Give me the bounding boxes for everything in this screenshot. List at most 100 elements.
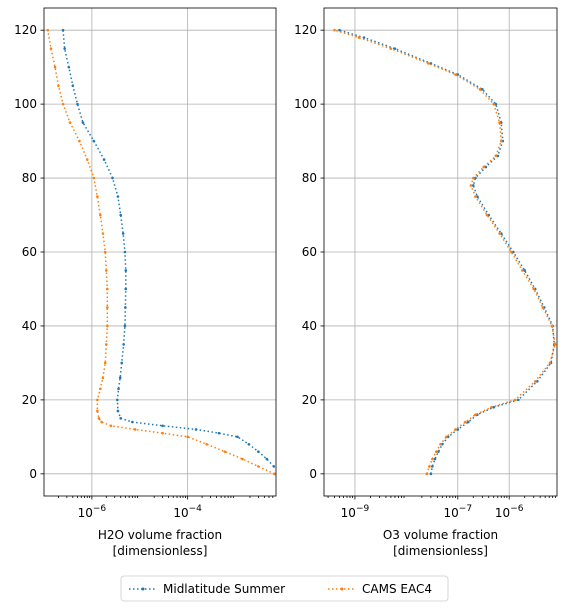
- h2o-series-midlatitude-summer-point-29: [71, 84, 75, 87]
- o3-series-cams-eac4-point-31: [427, 62, 430, 65]
- h2o-series-cams-eac4-point-6: [161, 431, 164, 435]
- h2o-ytick-label-60: 60: [22, 245, 37, 259]
- o3-series-cams-eac4-point-12: [548, 361, 552, 365]
- h2o-series-cams-eac4-point-17: [106, 324, 109, 328]
- legend-marker-midlatitude-summer: [141, 587, 145, 591]
- o3-series-midlatitude-summer-point-11: [535, 380, 539, 383]
- o3-ytick-label-20: 20: [302, 393, 317, 407]
- o3-series-cams-eac4-point-1: [428, 465, 431, 468]
- o3-series-cams-eac4-point-16: [532, 287, 536, 291]
- o3-xlabel: O3 volume fraction: [383, 528, 498, 542]
- h2o-series-midlatitude-summer-point-0: [272, 465, 276, 468]
- h2o-series-midlatitude-summer-point-15: [122, 343, 125, 346]
- o3-ytick-label-80: 80: [302, 171, 317, 185]
- h2o-series-cams-eac4-point-15: [103, 361, 107, 365]
- h2o-series-cams-eac4-point-31: [53, 65, 57, 69]
- o3-xlabel-units: [dimensionless]: [393, 544, 488, 558]
- h2o-series-cams-eac4-point-11: [96, 409, 99, 413]
- h2o-series-cams-eac4-point-4: [205, 442, 209, 446]
- h2o-series-midlatitude-summer-point-25: [102, 158, 106, 161]
- o3-ytick-label-60: 60: [302, 245, 317, 259]
- h2o-series-midlatitude-summer-point-8: [131, 420, 134, 424]
- h2o-series-cams-eac4-point-24: [96, 195, 99, 198]
- o3-series-midlatitude-summer-point-7: [466, 420, 470, 424]
- h2o-series-midlatitude-summer-point-4: [236, 435, 239, 439]
- legend: Midlatitude Summer CAMS EAC4: [120, 575, 449, 602]
- o3-series-cams-eac4-point-24: [482, 165, 486, 169]
- o3-series-midlatitude-summer-point-10: [516, 398, 520, 402]
- o3-series-cams-eac4-point-19: [498, 232, 501, 235]
- legend-label-midlatitude-summer: Midlatitude Summer: [163, 582, 285, 596]
- o3-series-midlatitude-summer-point-2: [433, 457, 437, 461]
- o3-series-midlatitude-summer-point-4: [441, 442, 444, 446]
- o3-series-cams-eac4-point-0: [425, 472, 429, 476]
- o3-series-cams-eac4-point-28: [492, 102, 496, 106]
- h2o-ytick-label-0: 0: [29, 467, 37, 481]
- h2o-series-midlatitude-summer-point-23: [116, 195, 120, 198]
- h2o-series-cams-eac4-point-26: [85, 158, 89, 161]
- o3-series-cams-eac4-point-10: [513, 398, 517, 402]
- o3-series-cams-eac4-point-21: [474, 195, 477, 198]
- h2o-series-cams-eac4-point-23: [99, 213, 102, 217]
- h2o-series-cams-eac4-point-16: [105, 343, 108, 346]
- h2o-series-cams-eac4-point-0: [273, 472, 276, 476]
- h2o-series-midlatitude-summer-point-7: [161, 424, 164, 428]
- o3-series-midlatitude-summer-point-3: [437, 450, 440, 453]
- o3-series-cams-eac4-point-9: [490, 405, 493, 409]
- o3-series-cams-eac4-point-7: [464, 420, 467, 424]
- o3-series-cams-eac4-point-33: [357, 36, 361, 39]
- h2o-series-midlatitude-summer-point-31: [63, 47, 66, 50]
- h2o-series-cams-eac4-point-30: [57, 84, 60, 87]
- o3-series-cams-eac4-point-32: [389, 47, 393, 50]
- o3-series-cams-eac4-point-2: [431, 457, 434, 461]
- o3-series-midlatitude-summer-point-0: [429, 472, 433, 476]
- h2o-series-cams-eac4-point-13: [99, 387, 102, 391]
- o3-series-midlatitude-summer-line: [339, 29, 555, 474]
- o3-ytick-label-0: 0: [309, 467, 317, 481]
- o3-series-cams-eac4-point-20: [485, 213, 489, 217]
- o3-series-cams-eac4-point-5: [445, 435, 448, 439]
- legend-label-cams-eac4: CAMS EAC4: [362, 582, 432, 596]
- o3-series-cams-eac4-point-18: [510, 250, 513, 254]
- h2o-series-cams-eac4-point-10: [97, 417, 101, 420]
- h2o-series-midlatitude-summer-point-5: [217, 431, 221, 435]
- o3-series-cams-eac4-point-23: [471, 176, 475, 180]
- h2o-series-midlatitude-summer-point-1: [265, 457, 269, 461]
- h2o-ytick-label-100: 100: [14, 97, 37, 111]
- o3-series-cams-eac4-point-29: [478, 88, 482, 91]
- h2o-series-cams-eac4-point-29: [61, 102, 65, 106]
- h2o-series-midlatitude-summer-line: [62, 30, 275, 467]
- h2o-ytick-label-120: 120: [14, 23, 37, 37]
- h2o-series-midlatitude-summer-point-28: [76, 102, 79, 106]
- h2o-xlabel-units: [dimensionless]: [113, 544, 208, 558]
- o3-series-midlatitude-summer-point-34: [338, 28, 341, 32]
- h2o-series-cams-eac4-point-27: [78, 139, 81, 143]
- h2o-series-cams-eac4-point-3: [223, 450, 227, 453]
- h2o-series-cams-eac4-point-2: [241, 457, 244, 461]
- h2o-series-midlatitude-summer-point-20: [123, 250, 127, 254]
- o3-xtick-label-−7: 10−7: [444, 504, 473, 520]
- o3-series-cams-eac4-point-30: [454, 73, 457, 76]
- h2o-series-cams-eac4-point-1: [257, 465, 260, 468]
- o3-xtick-label-−9: 10−9: [341, 504, 370, 520]
- h2o-series-midlatitude-summer-point-24: [111, 176, 114, 180]
- h2o-series-cams-eac4-point-12: [96, 398, 99, 402]
- h2o-series-midlatitude-summer-point-26: [92, 139, 96, 143]
- h2o-series-midlatitude-summer-point-18: [124, 287, 128, 291]
- o3-series-midlatitude-summer-point-23: [474, 176, 477, 180]
- h2o-ytick-label-20: 20: [22, 393, 37, 407]
- o3-series-cams-eac4-point-25: [494, 154, 498, 158]
- h2o-series-midlatitude-summer-point-2: [257, 450, 260, 453]
- o3-ytick-label-40: 40: [302, 319, 317, 333]
- o3-series-midlatitude-summer-point-28: [494, 102, 498, 106]
- h2o-series-midlatitude-summer-point-3: [247, 442, 251, 446]
- h2o-ytick-label-40: 40: [22, 319, 37, 333]
- h2o-series-cams-eac4-point-7: [133, 428, 137, 431]
- h2o-series-midlatitude-summer-point-16: [123, 324, 127, 328]
- h2o-series-cams-eac4-point-28: [68, 121, 72, 124]
- o3-series-midlatitude-summer-point-22: [471, 184, 475, 187]
- o3-ytick-label-120: 120: [294, 23, 317, 37]
- o3-series-midlatitude-summer-point-21: [476, 195, 479, 198]
- h2o-series-cams-eac4-point-5: [186, 435, 189, 439]
- h2o-series-cams-eac4-point-19: [106, 287, 109, 291]
